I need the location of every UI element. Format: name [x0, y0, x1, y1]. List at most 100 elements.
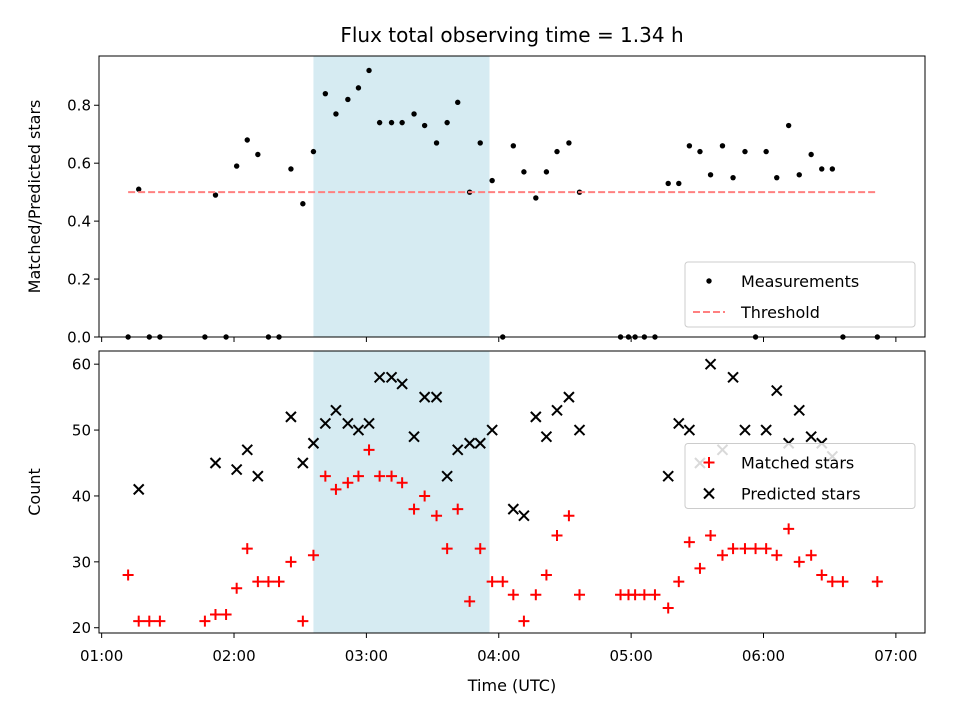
legend-label: Predicted stars: [741, 485, 861, 504]
y-tick-label: 0.0: [67, 329, 91, 347]
data-point: [871, 576, 883, 588]
data-point: [507, 503, 520, 515]
chart-title: Flux total observing time = 1.34 h: [340, 23, 683, 47]
data-point: [676, 180, 682, 187]
data-point: [399, 119, 405, 126]
data-point: [307, 437, 320, 449]
data-point: [374, 470, 386, 482]
data-point: [826, 576, 838, 588]
data-point: [793, 556, 805, 568]
data-point: [673, 576, 685, 588]
data-point: [497, 576, 509, 588]
data-point: [730, 174, 736, 181]
data-point: [366, 67, 372, 74]
data-point: [486, 424, 498, 436]
legend-label: Threshold: [740, 303, 820, 322]
data-point: [489, 177, 495, 184]
data-point: [819, 166, 825, 172]
data-point: [330, 483, 342, 495]
data-point: [760, 424, 772, 436]
data-point: [419, 490, 431, 502]
data-point: [122, 569, 134, 581]
data-point: [230, 463, 243, 476]
data-point: [673, 417, 685, 430]
data-point: [252, 470, 264, 482]
data-point: [363, 444, 375, 456]
data-point: [785, 122, 792, 129]
data-point: [255, 151, 261, 158]
data-point: [262, 576, 274, 588]
data-point: [300, 201, 306, 207]
y-tick-label: 0.4: [67, 213, 91, 231]
data-point: [352, 470, 364, 482]
y-tick-label: 40: [72, 487, 91, 505]
shaded-interval: [313, 56, 490, 337]
data-point: [431, 510, 443, 522]
data-point: [342, 477, 354, 489]
data-point: [307, 549, 319, 561]
data-point: [750, 543, 762, 555]
data-point: [829, 166, 836, 172]
data-point: [386, 470, 398, 482]
data-point: [297, 615, 309, 627]
data-point: [209, 609, 221, 621]
data-point: [433, 140, 440, 146]
legend-box: [684, 443, 916, 509]
data-point: [763, 148, 769, 155]
data-point: [310, 148, 317, 155]
data-point: [474, 437, 486, 449]
data-point: [285, 556, 297, 568]
data-point: [705, 529, 717, 541]
data-point: [805, 549, 817, 561]
data-point: [551, 529, 563, 541]
data-point: [463, 437, 476, 449]
data-point: [297, 457, 309, 469]
legend-marker: [703, 487, 715, 500]
data-point: [665, 180, 671, 187]
y-tick-label: 60: [72, 356, 91, 374]
y-tick-label: 20: [72, 619, 91, 637]
data-point: [376, 119, 383, 126]
data-point: [455, 99, 461, 106]
data-point: [649, 589, 661, 601]
data-point: [288, 166, 294, 172]
data-point: [418, 391, 431, 403]
data-point: [352, 424, 365, 436]
y-tick-label: 0.8: [67, 97, 91, 115]
x-tick-label: 04:00: [477, 647, 520, 665]
data-point: [396, 378, 408, 390]
data-point: [540, 430, 553, 443]
data-point: [373, 371, 386, 384]
data-point: [444, 119, 450, 126]
data-point: [408, 503, 420, 515]
data-point: [697, 148, 703, 155]
data-point: [566, 140, 572, 146]
x-tick-label: 03:00: [345, 647, 388, 665]
legend-marker: [703, 457, 715, 468]
y-tick-label: 30: [72, 553, 91, 571]
data-point: [727, 371, 739, 384]
y-axis-label: Count: [25, 468, 44, 516]
data-point: [573, 424, 586, 436]
axes-frame: [98, 55, 926, 338]
data-point: [441, 543, 453, 555]
data-point: [727, 543, 739, 555]
x-tick-label: 02:00: [212, 647, 255, 665]
data-point: [342, 417, 354, 430]
y-tick-label: 50: [72, 422, 91, 440]
x-tick-label: 06:00: [742, 647, 785, 665]
data-point: [837, 576, 849, 588]
data-point: [273, 576, 285, 588]
data-point: [793, 404, 805, 417]
data-point: [421, 122, 428, 129]
data-point: [355, 85, 362, 91]
axes-frame: [98, 350, 926, 634]
legend-marker: [706, 278, 712, 284]
data-point: [563, 391, 575, 403]
data-point: [719, 143, 726, 149]
legend-label: Measurements: [741, 272, 859, 291]
data-point: [143, 615, 155, 627]
data-point: [252, 576, 264, 588]
data-point: [816, 569, 828, 581]
